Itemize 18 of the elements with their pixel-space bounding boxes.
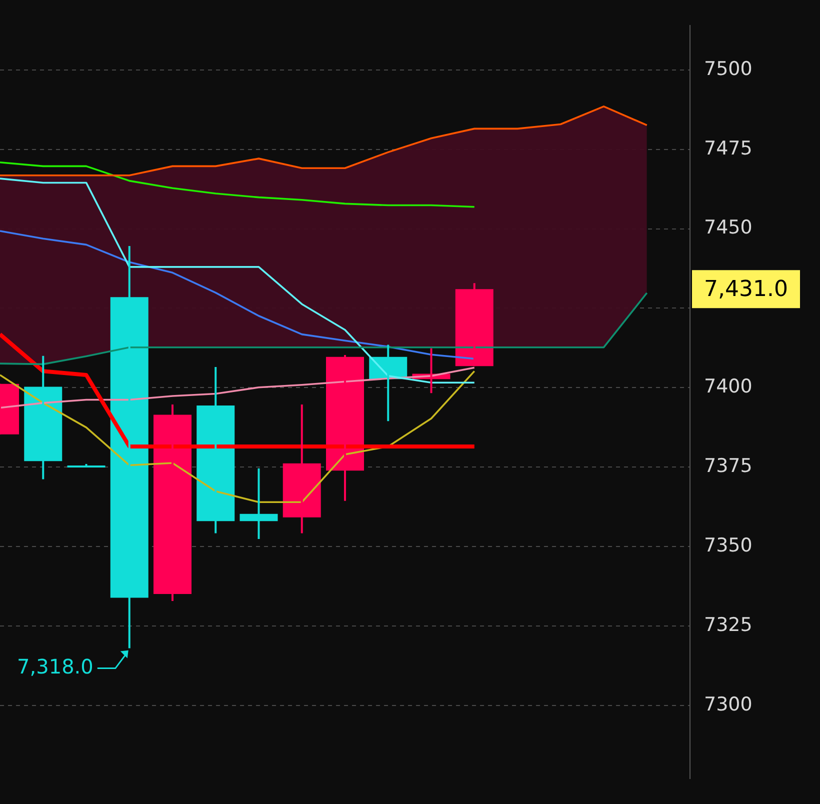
- y-tick-label: 7475: [704, 137, 752, 160]
- y-tick-label: 7325: [704, 614, 752, 636]
- candlestick: [110, 244, 148, 650]
- candlestick: [196, 366, 235, 534]
- candlestick: [282, 404, 321, 534]
- y-tick-label: 7400: [704, 376, 752, 398]
- candlestick: [240, 467, 278, 540]
- annotation: 7,318.0: [17, 654, 94, 679]
- y-tick-label: 7300: [704, 693, 752, 716]
- candlestick: [24, 354, 62, 480]
- y-tick-label: 7450: [704, 216, 752, 239]
- candlestick: [455, 282, 494, 368]
- candlestick: [154, 404, 192, 602]
- y-tick-label: 7375: [704, 455, 752, 478]
- y-tick-label: 7500: [704, 58, 752, 80]
- text: 7,431.0: [704, 276, 788, 302]
- candlestick: [67, 462, 106, 468]
- y-tick-label: 7350: [704, 534, 752, 557]
